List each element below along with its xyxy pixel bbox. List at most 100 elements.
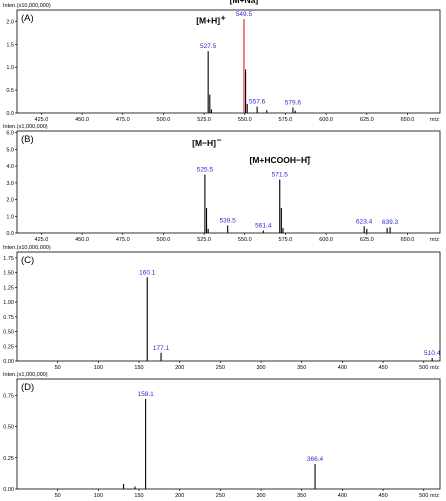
x-tick-label: 450.0	[75, 117, 89, 123]
x-unit-label: m/z	[430, 493, 439, 499]
x-tick-label: 500	[419, 365, 428, 371]
x-unit-label: m/z	[430, 237, 439, 243]
x-tick-label: 400	[338, 493, 347, 499]
x-tick-label: 400	[338, 365, 347, 371]
x-tick-label: 425.0	[35, 117, 49, 123]
y-tick-label: 6.0	[6, 131, 14, 137]
peak-label: 177.1	[153, 345, 170, 352]
peak-label: 366.4	[307, 456, 324, 463]
y-tick-label: 3.0	[6, 181, 14, 187]
ion-charge: +	[221, 13, 226, 23]
y-tick-label: 0.25	[3, 456, 14, 462]
ion-annotation: [M−H]	[192, 138, 216, 148]
plot-frame	[16, 378, 441, 490]
peak-label: 539.5	[220, 217, 237, 224]
y-tick-label: 5.0	[6, 147, 14, 153]
x-tick-label: 625.0	[360, 237, 374, 243]
x-tick-label: 600.0	[319, 117, 333, 123]
intensity-label: Inten.(x10,000,000)	[3, 245, 51, 251]
y-tick-label: 0.5	[6, 88, 14, 94]
y-tick-label: 1.0	[6, 65, 14, 71]
x-tick-label: 475.0	[116, 117, 130, 123]
x-tick-label: 100	[94, 493, 103, 499]
y-tick-label: 0.50	[3, 330, 14, 336]
x-unit-label: m/z	[430, 365, 439, 371]
y-tick-label: 0.50	[3, 425, 14, 431]
y-tick-label: 0.75	[3, 393, 14, 399]
peak-label: 639.3	[382, 219, 399, 226]
y-tick-label: 0.0	[6, 111, 14, 117]
x-tick-label: 100	[94, 365, 103, 371]
peak-label: 571.5	[272, 171, 289, 178]
x-tick-label: 300	[256, 365, 265, 371]
intensity-label: Inten.(x10,000,000)	[3, 3, 51, 9]
x-tick-label: 575.0	[279, 237, 293, 243]
ion-charge: +	[259, 0, 264, 2]
y-tick-label: 0.00	[3, 487, 14, 493]
y-tick-label: 4.0	[6, 164, 14, 170]
x-tick-label: 200	[175, 493, 184, 499]
x-tick-label: 300	[256, 493, 265, 499]
y-tick-label: 1.25	[3, 285, 14, 291]
x-tick-label: 150	[134, 493, 143, 499]
peak-label: 561.4	[255, 222, 272, 229]
x-tick-label: 600.0	[319, 237, 333, 243]
x-tick-label: 475.0	[116, 237, 130, 243]
x-tick-label: 650.0	[401, 237, 415, 243]
x-tick-label: 450	[378, 493, 387, 499]
y-tick-label: 1.00	[3, 300, 14, 306]
y-tick-label: 0.0	[6, 231, 14, 237]
peak-label: 525.5	[197, 166, 214, 173]
y-tick-label: 2.0	[6, 19, 14, 25]
peak-label: 557.6	[249, 99, 266, 106]
y-tick-label: 0.00	[3, 359, 14, 365]
x-tick-label: 650.0	[401, 117, 415, 123]
plot-frame	[16, 9, 441, 114]
peak-label: 623.4	[356, 218, 373, 225]
x-tick-label: 250	[216, 493, 225, 499]
y-tick-label: 0.25	[3, 344, 14, 350]
panel-label: (C)	[21, 255, 34, 266]
panel-label: (D)	[21, 382, 34, 393]
peak-label: 510.4	[424, 350, 441, 357]
ion-annotation: [M+Na]	[230, 0, 259, 5]
panel-label: (A)	[21, 13, 34, 24]
ion-annotation: [M+H]	[196, 16, 220, 26]
x-tick-label: 550.0	[238, 117, 252, 123]
ion-charge: −	[306, 152, 311, 162]
peak-label: 160.1	[139, 269, 156, 276]
ion-charge: −	[217, 135, 222, 145]
intensity-label: Inten.(x1,000,000)	[3, 124, 48, 130]
x-tick-label: 250	[216, 365, 225, 371]
x-tick-label: 50	[55, 365, 61, 371]
x-tick-label: 550.0	[238, 237, 252, 243]
x-tick-label: 200	[175, 365, 184, 371]
x-tick-label: 525.0	[197, 237, 211, 243]
intensity-label: Inten.(x1,000,000)	[3, 372, 48, 378]
y-tick-label: 0.75	[3, 315, 14, 321]
peak-label: 527.5	[200, 43, 217, 50]
x-tick-label: 500.0	[157, 237, 171, 243]
y-tick-label: 2.0	[6, 198, 14, 204]
x-tick-label: 525.0	[197, 117, 211, 123]
peak-label: 158.1	[137, 391, 154, 398]
plot-frame	[16, 251, 441, 362]
x-tick-label: 450	[378, 365, 387, 371]
y-tick-label: 1.75	[3, 256, 14, 262]
x-tick-label: 50	[55, 493, 61, 499]
x-tick-label: 575.0	[279, 117, 293, 123]
panel-label: (B)	[21, 134, 34, 145]
y-tick-label: 1.50	[3, 271, 14, 277]
x-unit-label: m/z	[430, 117, 439, 123]
x-tick-label: 625.0	[360, 117, 374, 123]
y-tick-label: 1.0	[6, 214, 14, 220]
peak-label: 579.6	[285, 100, 302, 107]
x-tick-label: 350	[297, 493, 306, 499]
y-tick-label: 1.5	[6, 42, 14, 48]
x-tick-label: 350	[297, 365, 306, 371]
ion-annotation: [M+HCOOH−H]	[250, 155, 311, 165]
x-tick-label: 500.0	[157, 117, 171, 123]
x-tick-label: 450.0	[75, 237, 89, 243]
peak-label: 549.5	[236, 11, 253, 18]
